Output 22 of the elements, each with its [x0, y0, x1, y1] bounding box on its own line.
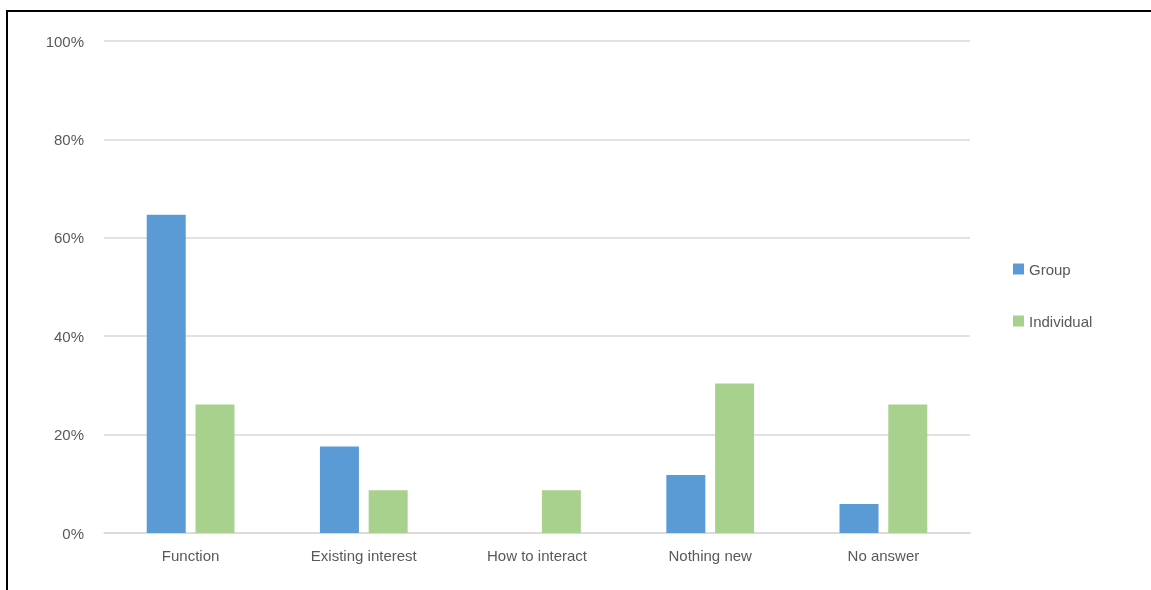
bar [319, 446, 359, 533]
legend-label: Individual [1029, 312, 1093, 330]
x-tick-label: Existing interest [310, 547, 418, 564]
bar [715, 383, 755, 533]
y-tick-label: 20% [53, 426, 84, 444]
bar [195, 404, 235, 533]
x-tick-label: Nothing new [668, 547, 753, 564]
bar [541, 490, 581, 533]
x-tick-label: How to interact [486, 547, 588, 564]
legend-label: Group [1029, 260, 1071, 278]
x-tick-label: No answer [847, 547, 920, 564]
y-tick-label: 40% [53, 327, 84, 345]
y-tick-label: 80% [53, 130, 84, 148]
bar [666, 474, 706, 533]
y-tick-label: 60% [53, 229, 84, 247]
bar [839, 503, 879, 533]
bar [888, 404, 928, 533]
bar [146, 214, 186, 533]
y-tick-label: 0% [62, 524, 84, 542]
bar [368, 490, 408, 533]
y-tick-label: 100% [45, 32, 84, 50]
x-tick-label: Function [161, 547, 220, 564]
